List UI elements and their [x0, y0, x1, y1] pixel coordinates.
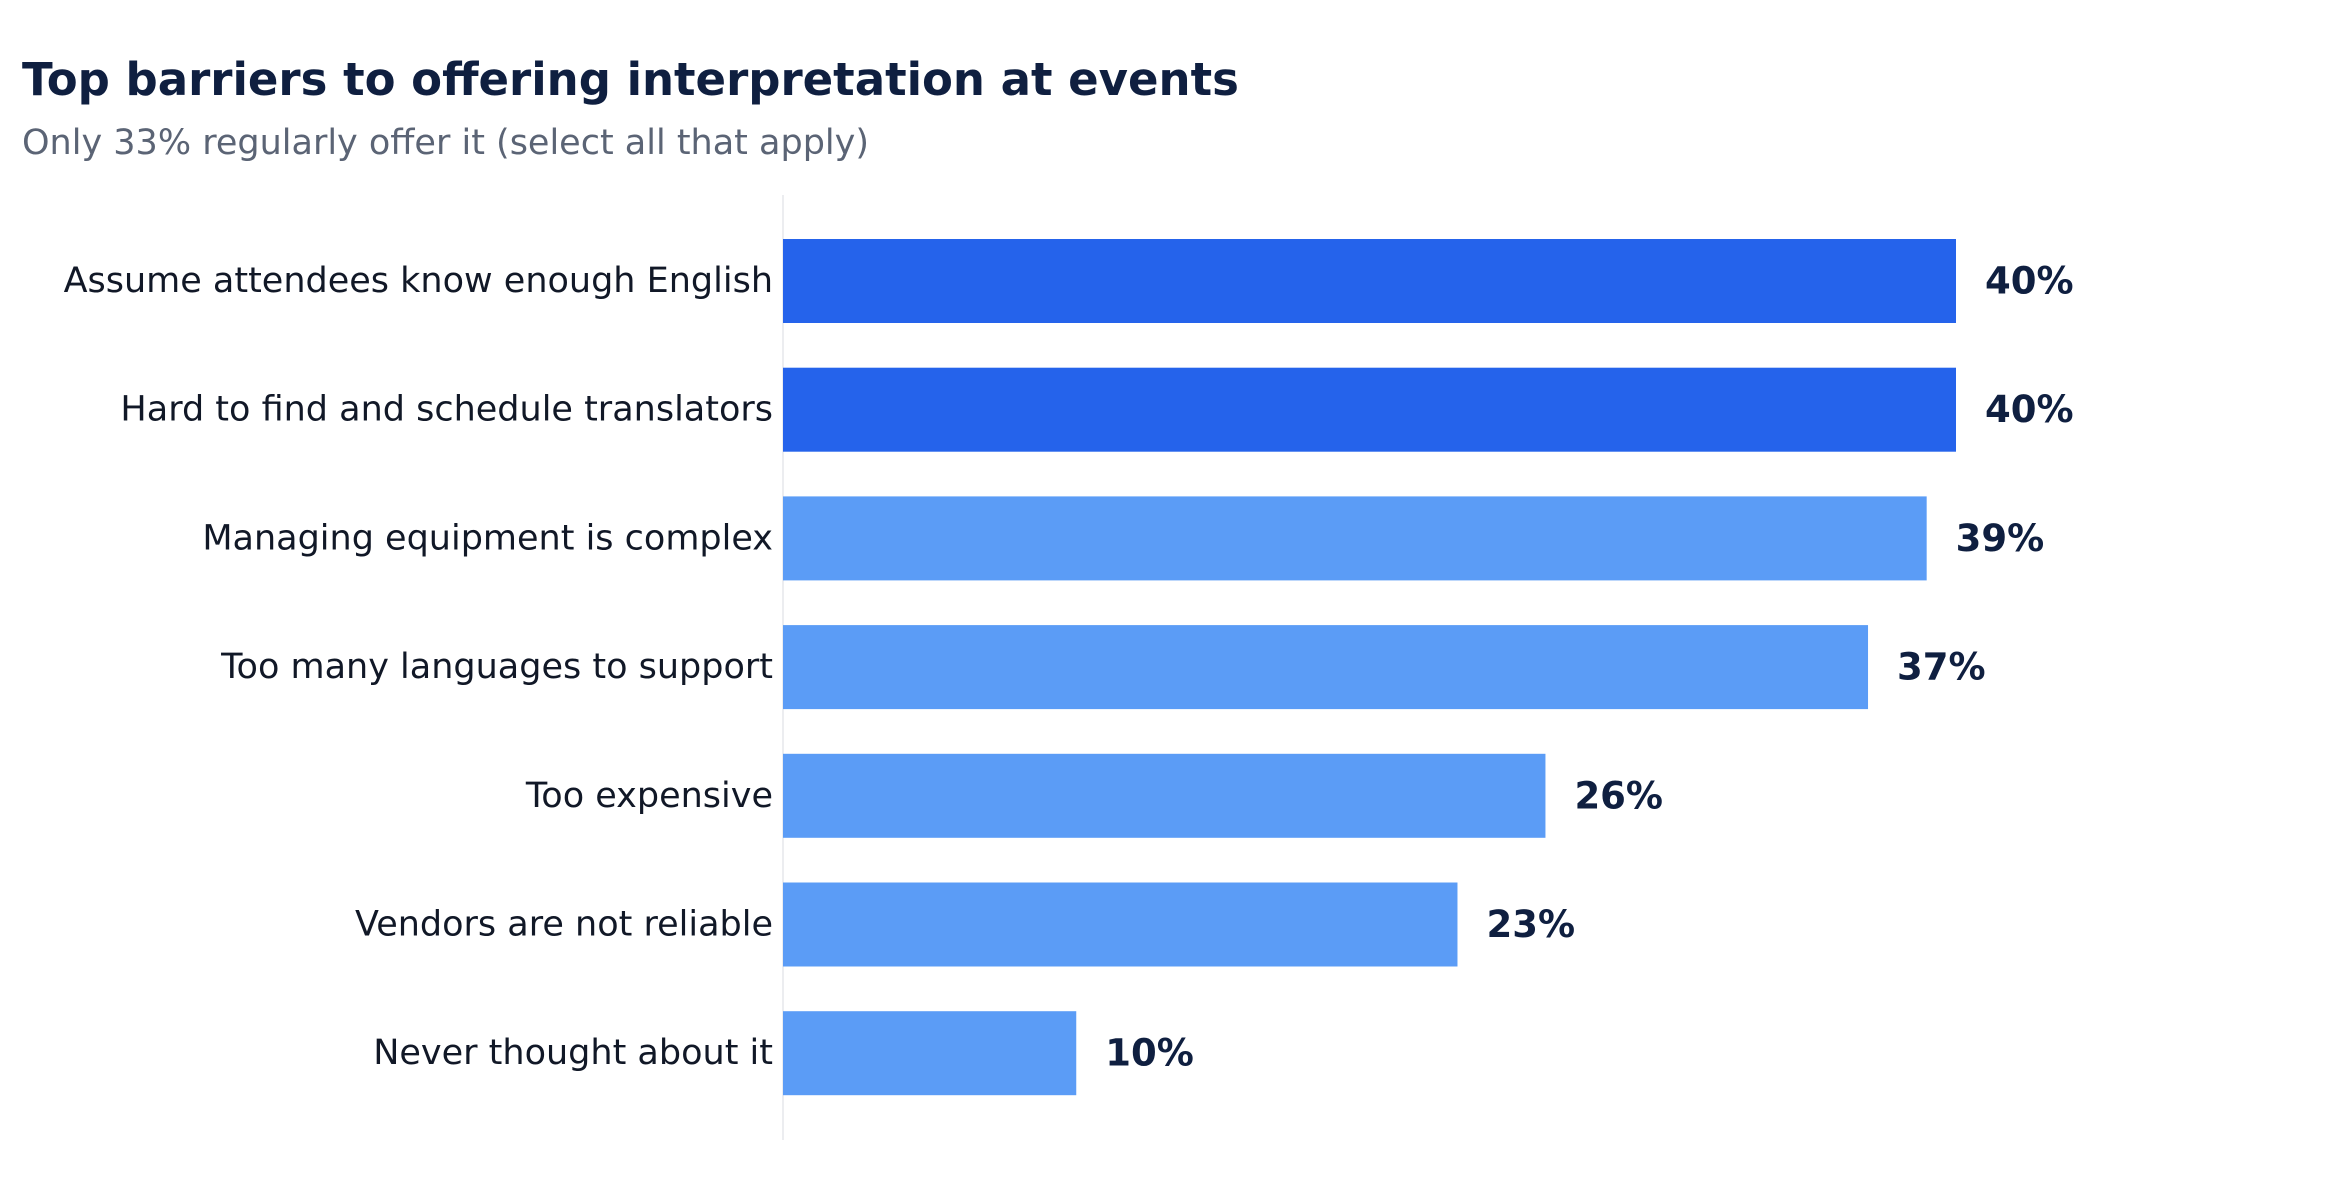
- bar: [783, 496, 1927, 581]
- value-label: 10%: [1105, 1032, 1194, 1075]
- category-label: Too expensive: [525, 776, 773, 816]
- bar: [783, 367, 1956, 452]
- value-label: 39%: [1956, 517, 2045, 560]
- category-label: Assume attendees know enough English: [64, 261, 773, 301]
- value-label: 37%: [1897, 646, 1986, 689]
- category-label: Hard to find and schedule translators: [120, 390, 773, 430]
- value-label: 23%: [1486, 903, 1575, 946]
- bar: [783, 753, 1546, 838]
- bar: [783, 625, 1869, 710]
- chart-title: Top barriers to offering interpretation …: [22, 53, 1239, 106]
- bar: [783, 1011, 1077, 1096]
- bar: [783, 239, 1956, 323]
- value-label: 40%: [1985, 260, 2074, 303]
- bar: [783, 882, 1458, 967]
- category-label: Too many languages to support: [220, 647, 773, 687]
- category-label: Never thought about it: [373, 1033, 773, 1073]
- category-label: Managing equipment is complex: [202, 518, 773, 558]
- value-label: 40%: [1985, 388, 2074, 431]
- category-label: Vendors are not reliable: [355, 905, 773, 945]
- bars-group: [783, 239, 1956, 1096]
- value-label: 26%: [1574, 774, 1663, 817]
- chart-subtitle: Only 33% regularly offer it (select all …: [22, 123, 870, 163]
- value-labels-group: 40% 40% 39% 37% 26% 23% 10%: [1105, 260, 2073, 1075]
- category-labels-group: Assume attendees know enough English Hard…: [64, 261, 773, 1073]
